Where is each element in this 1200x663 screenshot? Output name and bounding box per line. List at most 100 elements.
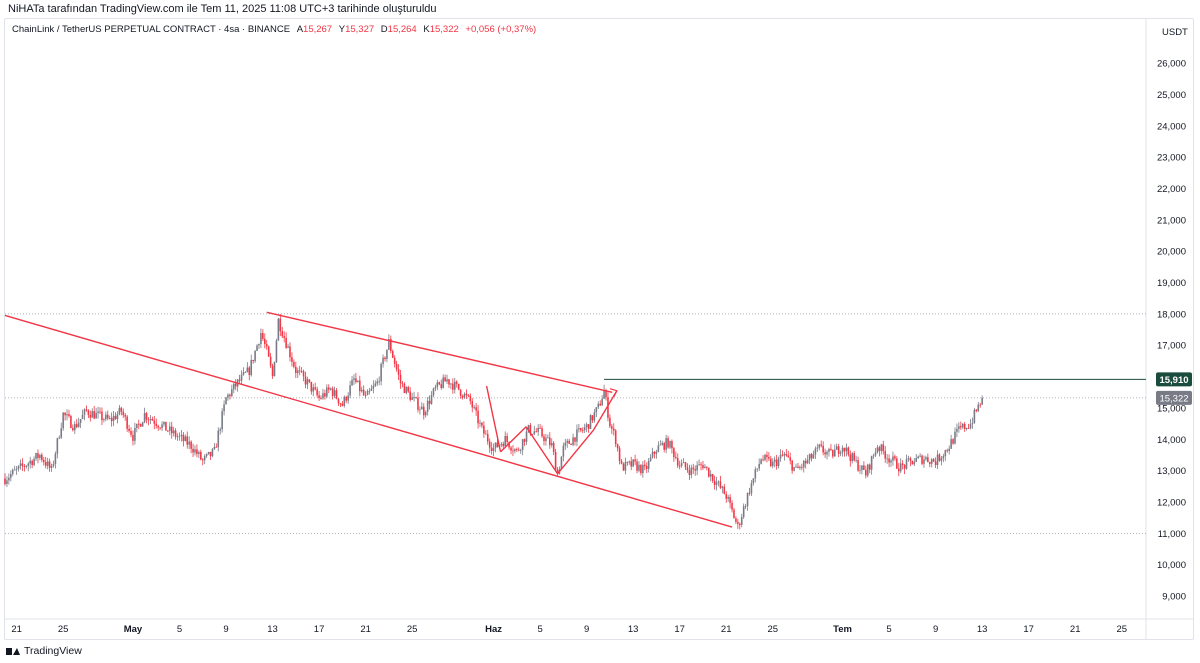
trend-line[interactable] bbox=[557, 429, 595, 475]
candle-body bbox=[630, 461, 633, 467]
candle-body bbox=[490, 447, 493, 451]
candle-body bbox=[702, 465, 704, 469]
candle-body bbox=[570, 443, 572, 445]
candle-body bbox=[857, 460, 859, 471]
candle-body bbox=[768, 457, 770, 459]
candle-body bbox=[671, 441, 673, 449]
candle-body bbox=[130, 431, 132, 435]
symbol-title[interactable]: ChainLink / TetherUS PERPETUAL CONTRACT … bbox=[12, 24, 291, 35]
candle-body bbox=[430, 395, 433, 404]
candle-body bbox=[366, 390, 369, 396]
time-tick-label: 5 bbox=[886, 624, 891, 635]
candle-body bbox=[275, 340, 278, 362]
candle-body bbox=[263, 338, 266, 344]
candle-body bbox=[473, 407, 475, 409]
candle-body bbox=[6, 480, 8, 484]
candle-body bbox=[888, 458, 890, 463]
candle-body bbox=[52, 463, 55, 466]
price-axis[interactable]: 9,000 10,000 11,000 12,000 13,000 14,000 15,00… bbox=[1156, 59, 1192, 603]
candle-body bbox=[597, 403, 600, 408]
candle-body bbox=[327, 387, 330, 390]
candle-body bbox=[837, 446, 840, 454]
candle-body bbox=[4, 478, 6, 484]
candle-body bbox=[378, 381, 380, 383]
candle-body bbox=[824, 452, 826, 455]
candle-body bbox=[816, 447, 819, 449]
candle-body bbox=[634, 459, 636, 462]
candle-body bbox=[663, 443, 665, 450]
candle-body bbox=[477, 410, 479, 424]
candle-body bbox=[240, 374, 243, 381]
time-tick-label: 21 bbox=[11, 624, 22, 635]
candle-body bbox=[880, 444, 883, 451]
candle-body bbox=[835, 446, 838, 450]
candle-body bbox=[176, 436, 179, 438]
candle-body bbox=[374, 383, 377, 386]
candle-body bbox=[901, 463, 904, 465]
drawings[interactable] bbox=[4, 311, 1146, 528]
candle-body bbox=[678, 465, 681, 467]
candle-body bbox=[612, 428, 615, 431]
candle-body bbox=[277, 318, 280, 341]
candle-body bbox=[738, 523, 741, 525]
candle-body bbox=[855, 460, 857, 461]
candle-body bbox=[696, 465, 698, 471]
trend-line[interactable] bbox=[266, 311, 613, 393]
candle-body bbox=[828, 448, 830, 452]
candle-body bbox=[942, 456, 945, 459]
candle-body bbox=[192, 448, 194, 453]
trend-line[interactable] bbox=[500, 426, 527, 453]
trend-line[interactable] bbox=[485, 385, 502, 452]
candle-body bbox=[450, 383, 452, 385]
trend-line[interactable] bbox=[4, 314, 733, 528]
candle-body bbox=[548, 437, 551, 446]
candle-body bbox=[475, 407, 477, 411]
candle-body bbox=[818, 444, 821, 448]
candle-body bbox=[587, 424, 590, 429]
candle-body bbox=[64, 412, 66, 416]
candle-body bbox=[360, 389, 363, 392]
candle-body bbox=[200, 451, 202, 460]
candle-body bbox=[822, 445, 824, 453]
candle-body bbox=[279, 318, 282, 332]
candle-body bbox=[795, 466, 797, 468]
candle-body bbox=[469, 395, 472, 402]
candle-body bbox=[77, 422, 80, 428]
candle-body bbox=[961, 423, 964, 428]
candle-body bbox=[124, 415, 127, 417]
candle-body bbox=[72, 427, 74, 431]
candle-body bbox=[424, 411, 427, 416]
candle-body bbox=[432, 388, 435, 396]
candle-body bbox=[215, 446, 218, 448]
currency-button[interactable]: USDT bbox=[1162, 27, 1188, 38]
candle-body bbox=[859, 470, 861, 471]
candle-body bbox=[318, 395, 320, 399]
time-tick-label: 5 bbox=[537, 624, 542, 635]
candle-body bbox=[952, 439, 954, 444]
candle-body bbox=[735, 518, 737, 522]
candle-body bbox=[523, 439, 526, 442]
candle-body bbox=[190, 441, 192, 449]
candle-body bbox=[153, 420, 156, 424]
trend-line[interactable] bbox=[593, 390, 618, 431]
candle-body bbox=[37, 453, 39, 458]
candle-body bbox=[262, 333, 264, 339]
candle-body bbox=[310, 381, 313, 392]
candle-body bbox=[771, 461, 774, 467]
candle-body bbox=[269, 356, 272, 366]
time-axis[interactable]: 21 25 May 5 9 13 17 21 25 Haz 5 9 13 17 21 25 Tem 5 9 13 17 2… bbox=[11, 624, 1127, 635]
candle-body bbox=[436, 382, 439, 387]
time-tick-label: 9 bbox=[223, 624, 228, 635]
candle-body bbox=[839, 452, 842, 454]
candle-body bbox=[411, 397, 413, 400]
candle-body bbox=[227, 394, 229, 398]
candle-body bbox=[13, 469, 16, 471]
candle-body bbox=[927, 457, 929, 462]
candle-body bbox=[434, 386, 437, 389]
candle-body bbox=[566, 440, 569, 443]
trend-line[interactable] bbox=[525, 426, 559, 475]
candle-body bbox=[68, 414, 70, 417]
candle-body bbox=[382, 357, 384, 365]
candle-body bbox=[669, 441, 671, 448]
